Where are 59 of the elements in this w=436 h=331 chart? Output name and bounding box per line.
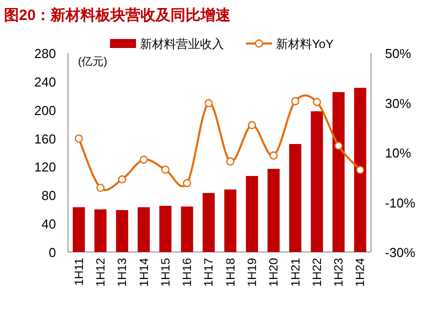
- x-tick-label: 1H24: [353, 258, 368, 287]
- x-tick-label: 1H17: [202, 258, 216, 287]
- x-tick-label: 1H14: [136, 258, 151, 287]
- x-tick-label: 1H11: [72, 258, 86, 286]
- x-tick-label: 1H19: [244, 258, 259, 287]
- point: [204, 99, 213, 108]
- bar: [289, 144, 302, 252]
- y-tick-label: 0: [48, 245, 56, 260]
- bar: [202, 193, 215, 252]
- y2-tick-label: -10%: [385, 195, 416, 210]
- point: [96, 184, 105, 192]
- x-tick-label: 1H12: [93, 258, 108, 287]
- x-tick-label: 1H16: [180, 258, 194, 287]
- bar: [138, 207, 150, 252]
- y-axis-title: (亿元): [78, 56, 108, 68]
- point: [74, 134, 83, 143]
- point: [334, 142, 343, 150]
- bar: [354, 88, 366, 252]
- chart-title: 图20：新材料板块营收及同比增速: [4, 6, 232, 24]
- point: [226, 157, 234, 166]
- point: [356, 166, 364, 174]
- bar: [116, 210, 128, 252]
- bar: [268, 168, 280, 252]
- y2-tick-label: -30%: [385, 245, 416, 260]
- legend-label: 新材料营业收入: [140, 37, 224, 51]
- y-tick-label: 40: [42, 216, 56, 232]
- y2-tick-label: 50%: [385, 46, 412, 61]
- point: [161, 166, 170, 174]
- y-tick-label: 160: [34, 131, 56, 146]
- y2-tick-label: 30%: [385, 96, 412, 111]
- bar: [332, 92, 345, 252]
- x-tick-label: 1H18: [223, 258, 238, 287]
- x-tick-label: 1H22: [310, 258, 324, 287]
- point: [140, 156, 148, 164]
- point: [118, 175, 126, 184]
- bar: [180, 206, 194, 252]
- point: [312, 98, 321, 106]
- y2-tick-label: 10%: [385, 146, 412, 160]
- y-tick-label: 120: [34, 160, 56, 175]
- bar: [159, 206, 172, 252]
- x-tick-label: 1H21: [288, 258, 302, 287]
- x-tick-label: 1H15: [158, 258, 172, 287]
- x-tick-label: 1H23: [332, 258, 346, 287]
- y-tick-label: 280: [34, 46, 56, 61]
- y-tick-label: 80: [42, 188, 56, 204]
- point: [182, 178, 192, 188]
- bar: [246, 176, 258, 252]
- legend-label: 新材料YoY: [276, 37, 334, 51]
- bar: [72, 207, 85, 252]
- bar: [94, 209, 107, 252]
- point: [248, 121, 256, 130]
- point: [270, 151, 278, 160]
- y-tick-label: 200: [34, 102, 56, 118]
- bar: [224, 189, 236, 252]
- point: [291, 97, 300, 106]
- x-tick-label: 1H20: [266, 258, 281, 287]
- bar: [310, 111, 323, 252]
- x-tick-label: 1H13: [115, 258, 130, 287]
- y-tick-label: 240: [34, 74, 56, 90]
